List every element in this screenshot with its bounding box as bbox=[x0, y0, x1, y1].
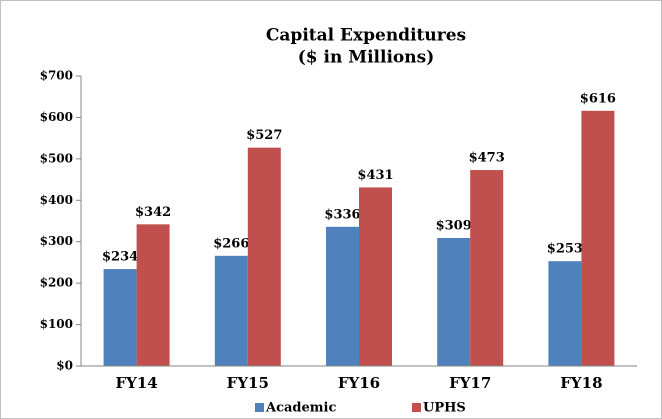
y-tick-label: $400 bbox=[40, 193, 73, 207]
value-label: $309 bbox=[436, 218, 472, 233]
bar bbox=[214, 255, 248, 366]
legend-label: Academic bbox=[265, 401, 336, 416]
bar bbox=[437, 237, 471, 366]
x-tick-label: FY18 bbox=[560, 374, 602, 392]
x-tick-label: FY16 bbox=[338, 374, 380, 392]
x-tick-label: FY17 bbox=[449, 374, 491, 392]
value-label: $336 bbox=[324, 207, 360, 222]
y-tick-label: $0 bbox=[56, 359, 73, 373]
x-tick-label: FY15 bbox=[227, 374, 269, 392]
bar bbox=[136, 224, 170, 366]
value-label: $616 bbox=[580, 91, 616, 106]
bar bbox=[247, 147, 281, 366]
y-tick-label: $200 bbox=[40, 276, 73, 290]
value-label: $342 bbox=[135, 205, 171, 220]
bar bbox=[581, 110, 615, 366]
value-label: $473 bbox=[469, 151, 505, 166]
value-label: $266 bbox=[213, 236, 249, 251]
legend-label: UPHS bbox=[423, 401, 466, 416]
bar bbox=[326, 226, 359, 366]
chart-subtitle: ($ in Millions) bbox=[298, 48, 435, 68]
bar bbox=[359, 187, 392, 366]
y-tick-label: $600 bbox=[40, 110, 73, 124]
value-label: $431 bbox=[357, 168, 393, 183]
y-tick-label: $700 bbox=[40, 69, 73, 83]
y-tick-label: $100 bbox=[40, 317, 73, 331]
bar bbox=[548, 261, 582, 366]
value-label: $253 bbox=[547, 242, 583, 257]
legend-swatch bbox=[255, 403, 264, 412]
bar bbox=[470, 170, 504, 366]
value-label: $234 bbox=[102, 250, 138, 265]
value-label: $527 bbox=[246, 128, 282, 143]
y-tick-label: $500 bbox=[40, 151, 73, 165]
y-tick-label: $300 bbox=[40, 234, 73, 248]
bar bbox=[103, 269, 137, 366]
legend-swatch bbox=[412, 403, 421, 412]
chart-title: Capital Expenditures bbox=[266, 26, 466, 46]
x-tick-label: FY14 bbox=[115, 374, 157, 392]
